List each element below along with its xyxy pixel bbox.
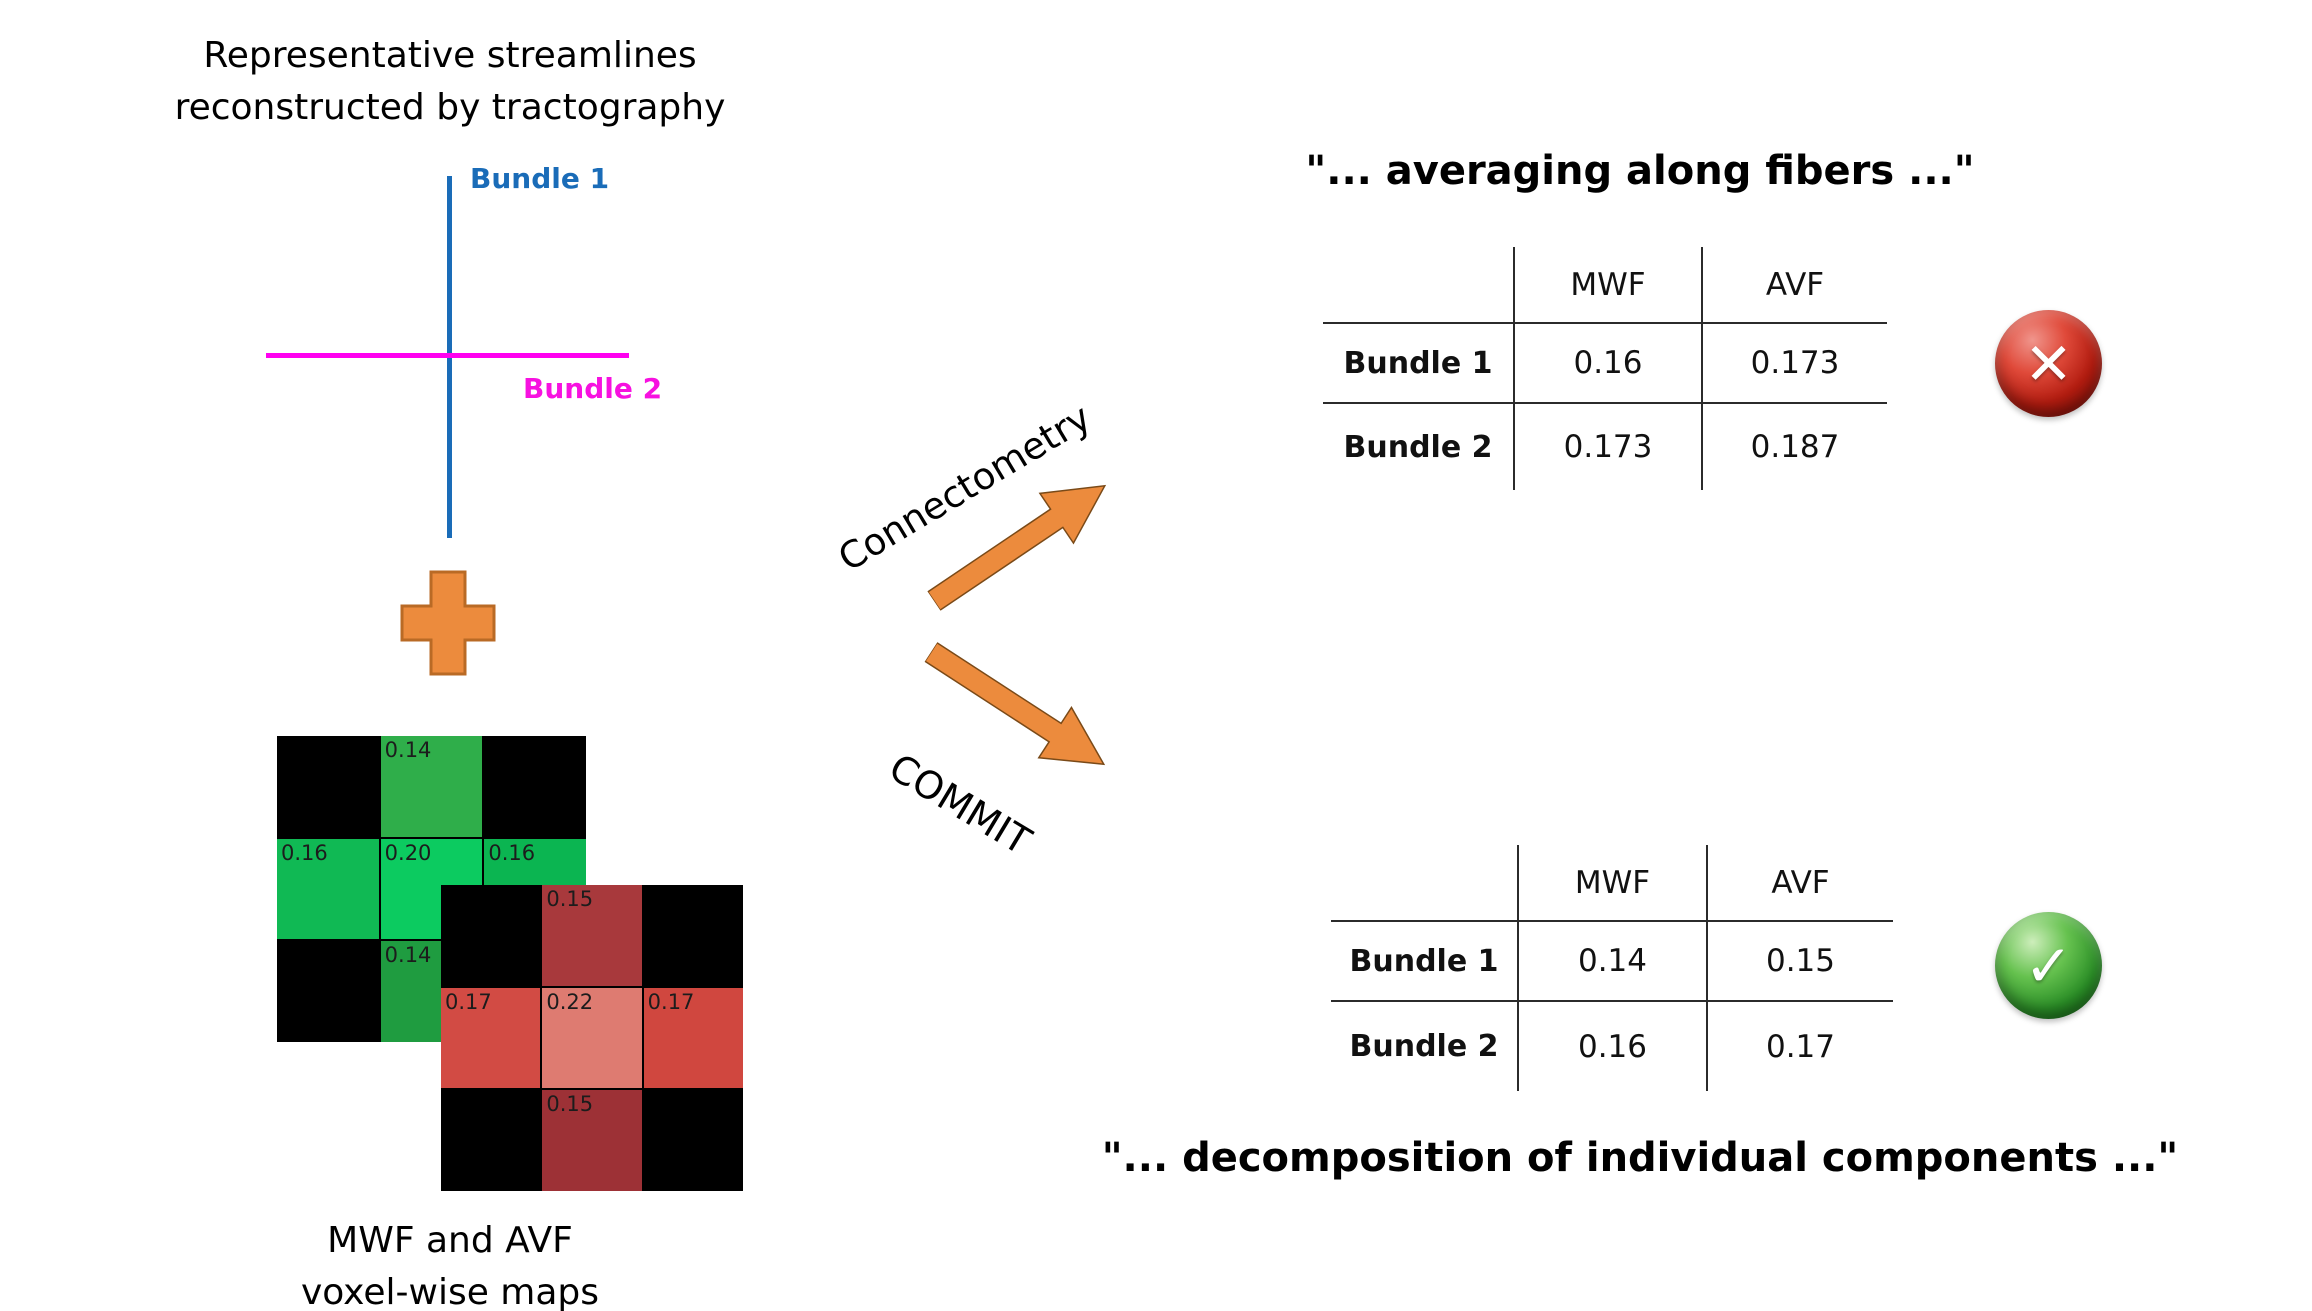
cross-icon: ✕	[1995, 310, 2102, 417]
check-icon: ✓	[1995, 912, 2102, 1019]
avf-voxel-map: 0.15 0.17 0.22 0.17 0.15	[441, 885, 743, 1191]
cell-bundle1-mwf: 0.16	[1513, 324, 1701, 404]
check-glyph: ✓	[2024, 931, 2073, 1000]
avf-voxel	[441, 1090, 541, 1191]
avf-voxel	[441, 885, 541, 986]
cross-glyph: ✕	[2024, 329, 2073, 398]
voxel-value: 0.17	[647, 989, 695, 1014]
commit-arrow	[923, 641, 1106, 766]
avf-voxel: 0.15	[542, 885, 642, 986]
cell-bundle2-avf: 0.17	[1706, 1002, 1893, 1091]
voxel-value: 0.16	[488, 840, 536, 865]
averaging-table: MWF AVF Bundle 1 0.16 0.173 Bundle 2 0.1…	[1323, 247, 1887, 490]
commit-arrow-shape	[923, 641, 1106, 766]
avf-voxel: 0.17	[441, 987, 541, 1089]
avf-voxel	[643, 885, 743, 986]
commit-heading: "... decomposition of individual compone…	[1101, 1135, 2179, 1181]
maps-caption-line1: MWF and AVF	[327, 1220, 573, 1261]
row-label-bundle2: Bundle 2	[1343, 429, 1493, 465]
bundle2-label: Bundle 2	[523, 372, 663, 405]
avf-voxel: 0.15	[542, 1090, 642, 1191]
avf-voxel	[643, 1090, 743, 1191]
tractography-title: Representative streamlines reconstructed…	[130, 30, 770, 134]
voxel-value: 0.15	[546, 1092, 594, 1117]
maps-caption: MWF and AVF voxel-wise maps	[150, 1215, 750, 1311]
cell-bundle1-avf: 0.173	[1701, 324, 1887, 404]
mwf-voxel	[277, 736, 379, 837]
connectometry-arrow	[926, 484, 1107, 612]
cell-bundle2-mwf: 0.16	[1517, 1002, 1706, 1091]
avf-voxel: 0.22	[542, 987, 642, 1089]
commit-table: MWF AVF Bundle 1 0.14 0.15 Bundle 2 0.16…	[1331, 845, 1893, 1091]
bundle2-streamline	[266, 353, 629, 358]
voxel-value: 0.14	[384, 738, 432, 762]
connectometry-arrow-shape	[926, 484, 1107, 612]
table-corner-cell	[1331, 845, 1517, 922]
commit-label: COMMIT	[881, 745, 1039, 864]
mwf-voxel: 0.16	[277, 838, 379, 940]
plus-icon	[400, 570, 496, 676]
row-label-bundle1: Bundle 1	[1323, 324, 1513, 404]
mwf-voxel	[277, 941, 379, 1042]
tractography-title-line2: reconstructed by tractography	[174, 87, 726, 129]
averaging-heading: "... averaging along fibers ..."	[1305, 148, 1975, 194]
column-header-avf: AVF	[1701, 247, 1887, 324]
cell-bundle1-avf: 0.15	[1706, 922, 1893, 1002]
cell-bundle2-avf: 0.187	[1701, 404, 1887, 490]
maps-caption-line2: voxel-wise maps	[300, 1272, 600, 1311]
column-header-avf: AVF	[1706, 845, 1893, 922]
column-header-mwf: MWF	[1513, 247, 1701, 324]
voxel-value: 0.15	[546, 887, 594, 911]
plus-shape	[400, 570, 496, 676]
cell-bundle2-mwf: 0.173	[1513, 404, 1701, 490]
row-label-bundle1: Bundle 1	[1331, 922, 1517, 1002]
row-label-bundle2: Bundle 2	[1349, 1029, 1499, 1064]
mwf-voxel: 0.14	[380, 736, 483, 837]
cell-bundle1-mwf: 0.14	[1517, 922, 1706, 1002]
bundle1-label: Bundle 1	[470, 162, 610, 195]
column-header-mwf: MWF	[1517, 845, 1706, 922]
voxel-value: 0.16	[281, 840, 328, 865]
voxel-value: 0.14	[384, 943, 432, 968]
avf-voxel: 0.17	[643, 987, 743, 1089]
tractography-title-line1: Representative streamlines	[203, 35, 697, 76]
voxel-value: 0.20	[384, 840, 432, 865]
voxel-value: 0.17	[445, 989, 492, 1014]
table-corner-cell	[1323, 247, 1513, 324]
mwf-voxel	[484, 736, 586, 837]
voxel-value: 0.22	[546, 989, 594, 1014]
